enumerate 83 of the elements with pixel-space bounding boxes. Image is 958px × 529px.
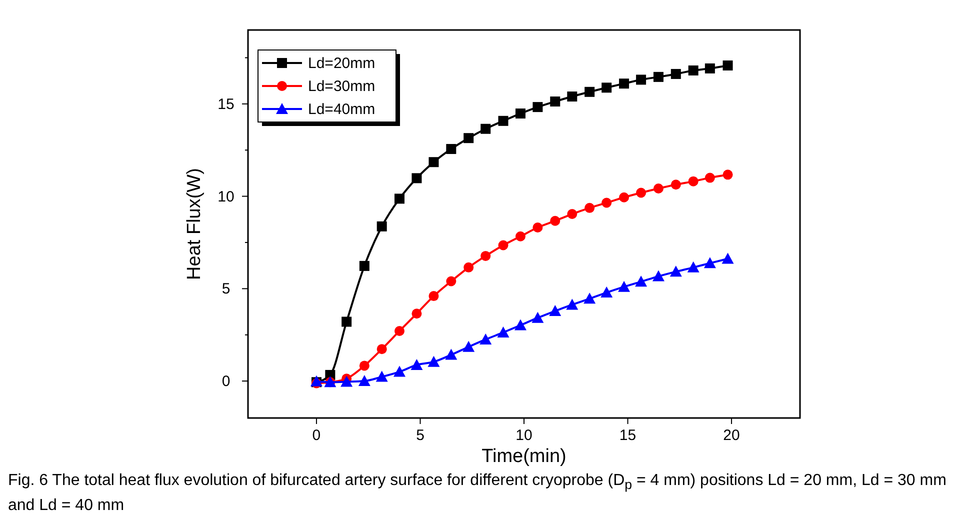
legend-label: Ld=20mm bbox=[308, 55, 376, 72]
point bbox=[358, 375, 370, 386]
x-tick-label: 15 bbox=[619, 427, 636, 444]
y-tick-label: 15 bbox=[218, 96, 234, 113]
y-tick-label: 5 bbox=[222, 280, 230, 298]
point bbox=[498, 116, 508, 126]
x-tick-label: 0 bbox=[312, 427, 321, 444]
point bbox=[515, 108, 526, 119]
point bbox=[410, 358, 423, 370]
point bbox=[359, 260, 370, 271]
point bbox=[619, 192, 630, 202]
point bbox=[652, 270, 664, 282]
point bbox=[412, 173, 422, 184]
point bbox=[515, 231, 526, 242]
point bbox=[566, 298, 578, 310]
point bbox=[376, 344, 387, 354]
point bbox=[670, 68, 681, 79]
point bbox=[704, 257, 716, 268]
point bbox=[602, 198, 612, 208]
point bbox=[688, 65, 698, 76]
legend-label: Ld=30mm bbox=[308, 78, 376, 95]
point bbox=[412, 308, 422, 319]
point bbox=[393, 366, 406, 377]
point bbox=[722, 252, 734, 264]
point bbox=[687, 261, 700, 272]
point bbox=[670, 266, 682, 277]
point bbox=[394, 326, 404, 336]
y-tick-label: 0 bbox=[222, 373, 230, 390]
x-tick-label: 5 bbox=[416, 427, 424, 444]
point bbox=[722, 170, 733, 180]
point bbox=[480, 124, 491, 134]
point bbox=[376, 221, 387, 232]
point bbox=[550, 96, 560, 107]
point bbox=[480, 333, 492, 344]
point bbox=[619, 78, 630, 89]
point bbox=[550, 216, 560, 226]
point bbox=[688, 176, 698, 186]
point bbox=[462, 340, 475, 352]
x-tick-label: 10 bbox=[516, 427, 532, 444]
y-tick-label: 10 bbox=[218, 188, 234, 206]
point bbox=[445, 348, 458, 360]
point bbox=[464, 133, 474, 144]
point bbox=[549, 305, 562, 316]
point bbox=[498, 240, 508, 250]
point bbox=[376, 370, 388, 382]
point bbox=[446, 144, 456, 154]
point bbox=[670, 180, 681, 190]
point bbox=[584, 86, 595, 97]
point bbox=[618, 280, 630, 292]
point bbox=[514, 319, 526, 330]
point bbox=[359, 360, 370, 371]
point bbox=[584, 202, 595, 213]
point bbox=[636, 74, 646, 85]
point bbox=[464, 262, 474, 272]
x-axis-title: Time(min) bbox=[482, 446, 566, 467]
point bbox=[635, 276, 648, 287]
point bbox=[653, 72, 664, 82]
point bbox=[722, 60, 733, 70]
text: Fig. 6 The total heat flux evolution of bifurcated artery surface for different cryoprobe (D$_{p}$ = 4 mm) positions Ld = 20 mm, Ld = 30 mm and Ld = 40 mm bbox=[8, 472, 946, 514]
point bbox=[602, 82, 612, 93]
x-tick-label: 20 bbox=[723, 427, 740, 444]
legend-label: Ld=40mm bbox=[308, 101, 376, 118]
point bbox=[600, 286, 613, 298]
point bbox=[428, 157, 439, 168]
point bbox=[636, 188, 646, 198]
point bbox=[340, 376, 353, 387]
point bbox=[480, 250, 491, 261]
point bbox=[428, 291, 439, 302]
point bbox=[567, 92, 578, 102]
point bbox=[704, 172, 715, 183]
point bbox=[342, 316, 352, 327]
point bbox=[394, 194, 404, 204]
point bbox=[567, 209, 578, 220]
point bbox=[497, 326, 510, 338]
point bbox=[532, 312, 544, 323]
point bbox=[704, 63, 715, 74]
point bbox=[653, 184, 664, 194]
y-axis-title: Heat Flux(W) bbox=[184, 168, 205, 280]
point bbox=[532, 102, 543, 112]
point bbox=[446, 276, 456, 286]
point bbox=[532, 222, 543, 233]
point bbox=[428, 356, 440, 367]
point bbox=[584, 292, 596, 304]
